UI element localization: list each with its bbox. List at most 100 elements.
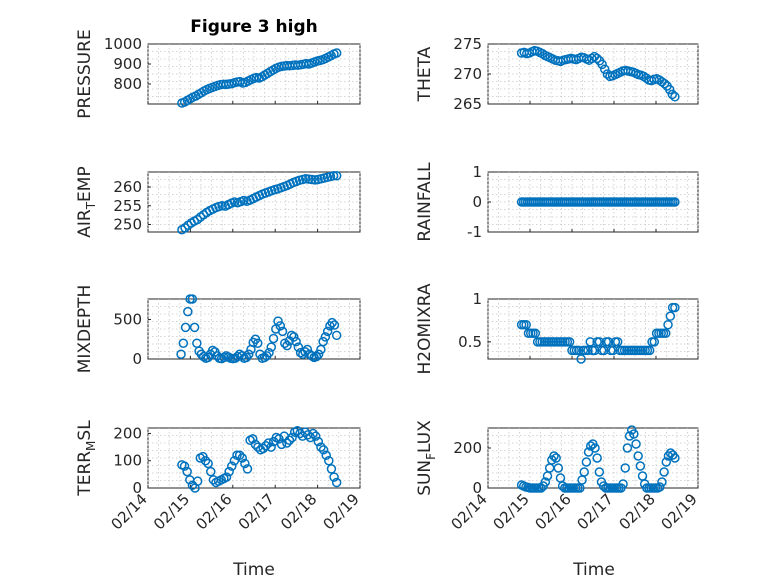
plot-7-point <box>224 466 234 477</box>
plot-8-point <box>557 481 568 491</box>
plot-5-point <box>329 320 340 330</box>
plot-7-y-tick-label: 100 <box>113 452 142 470</box>
plot-7-x-tick-label: 02/17 <box>235 490 278 533</box>
plot-6-y-tick-label: 0.5 <box>458 333 482 351</box>
plot-8-point <box>585 441 596 451</box>
plot-7-x-tick-label: 02/16 <box>192 490 235 533</box>
plot-6-point <box>663 319 673 330</box>
plot-2-point <box>670 92 680 102</box>
plot-5-point <box>318 336 328 347</box>
plot-5-point <box>291 336 301 347</box>
plot-7-point <box>321 450 331 461</box>
plot-2-y-tick-label: 265 <box>453 95 482 113</box>
plot-8-point <box>592 453 602 463</box>
plot-5-point <box>180 322 191 333</box>
plot-5-point <box>282 340 292 351</box>
plot-5-point <box>178 338 189 348</box>
plot-5-point <box>252 338 263 348</box>
plot-8-point <box>631 439 641 449</box>
plot-7-point <box>310 431 321 441</box>
plot-7-point <box>240 458 250 469</box>
plot-5-point <box>268 333 279 344</box>
plot-7-point <box>234 450 245 461</box>
plot-2-point <box>664 84 675 95</box>
plot-8-point <box>598 481 609 491</box>
plot-5-point <box>277 326 288 337</box>
plot-5-point <box>280 338 290 348</box>
plot-6-point <box>583 345 593 356</box>
plot-7-point <box>308 428 318 439</box>
plot-8-point <box>661 457 672 467</box>
plot-8-point <box>635 461 646 471</box>
plot-3-y-tick-label: 250 <box>113 216 142 234</box>
plot-6-y-tick-label: 1 <box>472 290 482 308</box>
plot-2-point <box>597 59 607 70</box>
plot-8-point <box>551 453 561 463</box>
plot-5-point <box>219 352 229 363</box>
plot-7-point <box>266 442 276 452</box>
plot-7-point <box>318 445 329 455</box>
plot-2-point <box>537 48 548 59</box>
plot-2-y-tick-label: 270 <box>453 65 482 83</box>
plot-6-point <box>590 345 600 356</box>
plot-7-point <box>276 439 287 450</box>
plot-5-point <box>331 330 342 341</box>
plot-7-point <box>221 472 232 482</box>
plot-8-y-tick-label: 200 <box>453 439 482 457</box>
plot-7-point <box>282 438 292 448</box>
plot-5-point <box>322 326 333 337</box>
plot-6-point <box>665 311 676 321</box>
plot-4-point <box>670 197 680 207</box>
plot-8-y-tick-label: 0 <box>472 479 482 497</box>
plot-6-point <box>594 337 605 347</box>
plot-8-x-tick-label: 02/15 <box>490 490 533 533</box>
plot-5-y-label: MIXDEPTH <box>75 285 95 374</box>
plot-7-point <box>274 434 284 444</box>
plot-8-x-tick-label: 02/17 <box>574 490 617 533</box>
plot-5-point <box>320 332 331 342</box>
plot-5-point <box>327 317 337 328</box>
plot-6-point <box>644 345 655 356</box>
plot-4-y-label: RAINFALL <box>415 162 435 242</box>
plot-7-point <box>232 450 242 461</box>
plot-7-x-tick-label: 02/19 <box>320 490 363 533</box>
plot-3-point <box>310 175 320 185</box>
plot-5-point <box>302 344 313 355</box>
plot-6-point <box>521 319 531 330</box>
plot-8-point <box>659 467 669 477</box>
plot-2-point <box>592 53 602 64</box>
plot-7-point <box>250 439 261 450</box>
plot-7-point <box>287 432 297 443</box>
plot-7-point <box>261 440 271 451</box>
plot-7-point <box>326 464 337 474</box>
plot-5-point <box>313 349 324 360</box>
plot-7-point <box>182 466 192 477</box>
plot-5-point <box>273 316 283 326</box>
plot-7-point <box>316 442 326 452</box>
plot-8-point <box>657 477 667 487</box>
plot-5-point <box>300 347 310 357</box>
plot-5-point <box>275 321 286 331</box>
plot-7-point <box>237 453 248 463</box>
plot-5-y-tick-label: 0 <box>132 350 142 368</box>
plot-8-point <box>581 457 592 467</box>
plot-5-point <box>189 322 200 333</box>
plot-7-point <box>324 455 334 466</box>
plot-7-x-tick-label: 02/14 <box>108 490 151 533</box>
plot-8-point <box>624 431 635 441</box>
plot-8-x-tick-label: 02/14 <box>448 490 491 533</box>
plot-3-point <box>304 174 314 184</box>
plot-1-y-tick-label: 900 <box>113 55 142 73</box>
plot-7-point <box>313 436 324 447</box>
plot-8-y-label: SUNFLUX <box>415 420 438 496</box>
plot-5-point <box>289 332 299 342</box>
plot-6-point <box>585 337 595 347</box>
plot-8-point <box>618 479 628 489</box>
plot-6-point <box>670 302 680 313</box>
plot-6-point <box>603 337 614 347</box>
plot-1-title: Figure 3 high <box>190 17 318 37</box>
plot-3-point <box>331 171 342 181</box>
plot-7-point <box>203 458 213 469</box>
plot-7-point <box>242 464 253 474</box>
